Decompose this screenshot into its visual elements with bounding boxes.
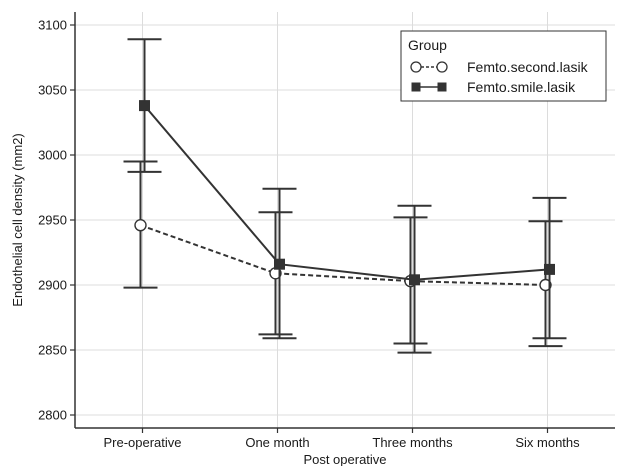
- data-point-circle: [134, 218, 147, 232]
- x-axis-label: Post operative: [303, 452, 386, 466]
- legend-box: [400, 30, 607, 102]
- y-tick-label: 3050: [38, 83, 67, 98]
- y-tick-label: 2800: [38, 408, 67, 423]
- y-axis-label: Endothelial cell density (mm2): [10, 133, 25, 306]
- legend-marker-circle: [436, 61, 448, 73]
- legend-label: Femto.second.lasik: [467, 59, 589, 75]
- x-tick-label: Pre-operative: [103, 435, 181, 450]
- y-tick-label: 3000: [38, 148, 67, 163]
- series-0: [123, 160, 563, 348]
- legend-marker-circle: [410, 61, 422, 73]
- legend-items: Femto.second.lasik Femto.smile.lasik: [410, 59, 589, 95]
- legend-title: Group: [408, 37, 447, 53]
- x-tick-label: One month: [245, 435, 309, 450]
- legend-marker-square: [437, 82, 447, 92]
- y-tick-label: 3100: [38, 18, 67, 33]
- y-ticks: 2800 2850 2900 2950 3000 3050 3100: [38, 18, 75, 423]
- series-line: [140, 224, 546, 286]
- series-layer: [123, 38, 567, 354]
- y-tick-label: 2850: [38, 343, 67, 358]
- data-point-square: [274, 258, 285, 270]
- data-point-square: [544, 263, 555, 275]
- series-1: [127, 38, 567, 354]
- x-tick-label: Six months: [515, 435, 580, 450]
- data-point-square: [139, 100, 150, 112]
- data-point-circle: [539, 278, 552, 292]
- series-line: [143, 104, 550, 281]
- legend-label: Femto.smile.lasik: [467, 79, 576, 95]
- y-tick-label: 2950: [38, 213, 67, 228]
- legend-marker-square: [411, 82, 421, 92]
- legend: Group Femto.second.lasik Femto.smile.lasi…: [400, 30, 607, 102]
- x-tick-label: Three months: [372, 435, 453, 450]
- y-tick-label: 2900: [38, 278, 67, 293]
- x-ticks: Pre-operative One month Three months Six mo…: [103, 428, 580, 450]
- data-point-square: [409, 274, 420, 286]
